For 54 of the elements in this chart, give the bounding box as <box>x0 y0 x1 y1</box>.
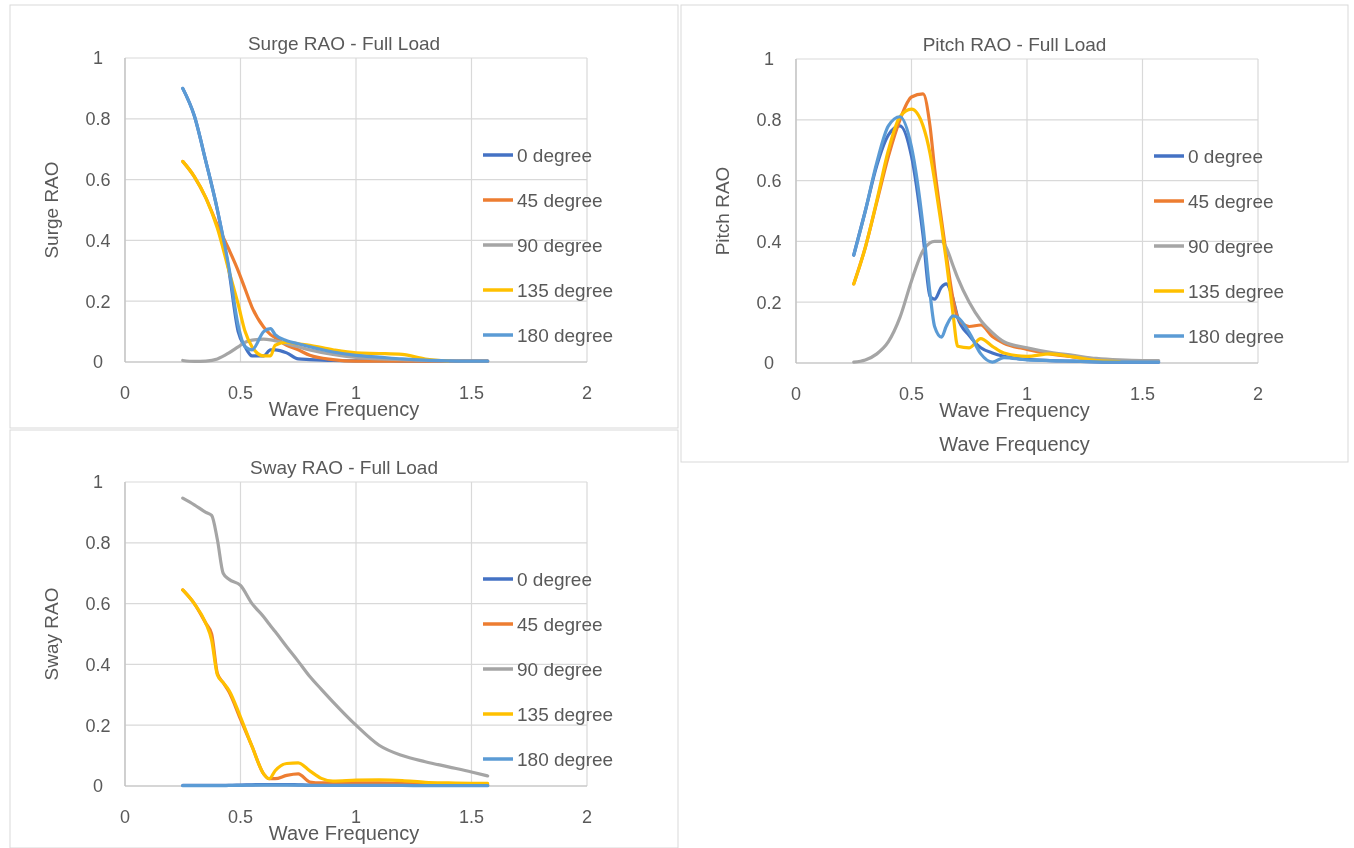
y-tick-label: 0.6 <box>85 593 111 614</box>
x-tick-label: 1.5 <box>1129 384 1156 404</box>
y-tick-label: 0.2 <box>85 291 111 312</box>
y-tick-label: 1 <box>763 49 775 70</box>
x-tick-label: 0 <box>119 383 131 403</box>
y-tick-label: 0.4 <box>756 231 782 252</box>
line-series <box>181 496 490 778</box>
y-tick-label: 0.6 <box>756 170 782 191</box>
legend-label: 180 degree <box>517 748 614 770</box>
text: Wave Frequency <box>939 433 1090 455</box>
y-axis-title: Surge RAO <box>41 161 62 259</box>
x-tick-label: 0.5 <box>227 383 254 403</box>
y-tick-label: 0.4 <box>85 230 111 251</box>
legend-label: 135 degree <box>1188 280 1285 302</box>
line-series <box>181 588 490 787</box>
y-tick-label: 0.6 <box>85 169 111 190</box>
chart-title: Sway RAO - Full Load <box>250 457 438 478</box>
legend-label: 45 degree <box>517 189 603 211</box>
chart-title: Pitch RAO - Full Load <box>922 34 1107 55</box>
y-tick-label: 0 <box>92 776 104 797</box>
x-tick-label: 2 <box>581 383 593 403</box>
legend-label: 135 degree <box>517 279 614 301</box>
x-tick-label: 2 <box>581 807 593 827</box>
y-tick-label: 0 <box>763 353 775 374</box>
legend-label: 180 degree <box>1188 325 1285 347</box>
legend-label: 45 degree <box>517 613 603 635</box>
legend-label: 90 degree <box>517 658 603 680</box>
y-tick-label: 0.8 <box>756 110 782 131</box>
x-tick-label: 1.5 <box>458 383 485 403</box>
y-axis-title: Sway RAO <box>41 587 62 681</box>
y-axis-title: Pitch RAO <box>712 166 733 256</box>
legend-label: 0 degree <box>517 568 593 590</box>
legend-label: 0 degree <box>517 144 593 166</box>
y-tick-label: 1 <box>92 472 104 493</box>
y-tick-label: 0 <box>92 352 104 373</box>
x-tick-label: 0.5 <box>227 807 254 827</box>
x-tick-label: 0 <box>790 384 802 404</box>
legend-label: 180 degree <box>517 324 614 346</box>
y-tick-label: 0.8 <box>85 533 111 554</box>
x-tick-label: 1.5 <box>458 807 485 827</box>
legend-label: 90 degree <box>517 234 603 256</box>
y-tick-label: 0.2 <box>756 292 782 313</box>
y-tick-label: 0.8 <box>85 109 111 130</box>
legend-label: 45 degree <box>1188 190 1274 212</box>
legend-label: 90 degree <box>1188 235 1274 257</box>
y-tick-label: 1 <box>92 48 104 69</box>
x-tick-label: 2 <box>1252 384 1264 404</box>
chart-title: Surge RAO - Full Load <box>247 33 441 54</box>
x-tick-label: 0 <box>119 807 131 827</box>
legend-label: 0 degree <box>1188 145 1264 167</box>
x-tick-label: 0.5 <box>898 384 925 404</box>
legend-label: 135 degree <box>517 703 614 725</box>
y-tick-label: 0.4 <box>85 654 111 675</box>
y-tick-label: 0.2 <box>85 715 111 736</box>
